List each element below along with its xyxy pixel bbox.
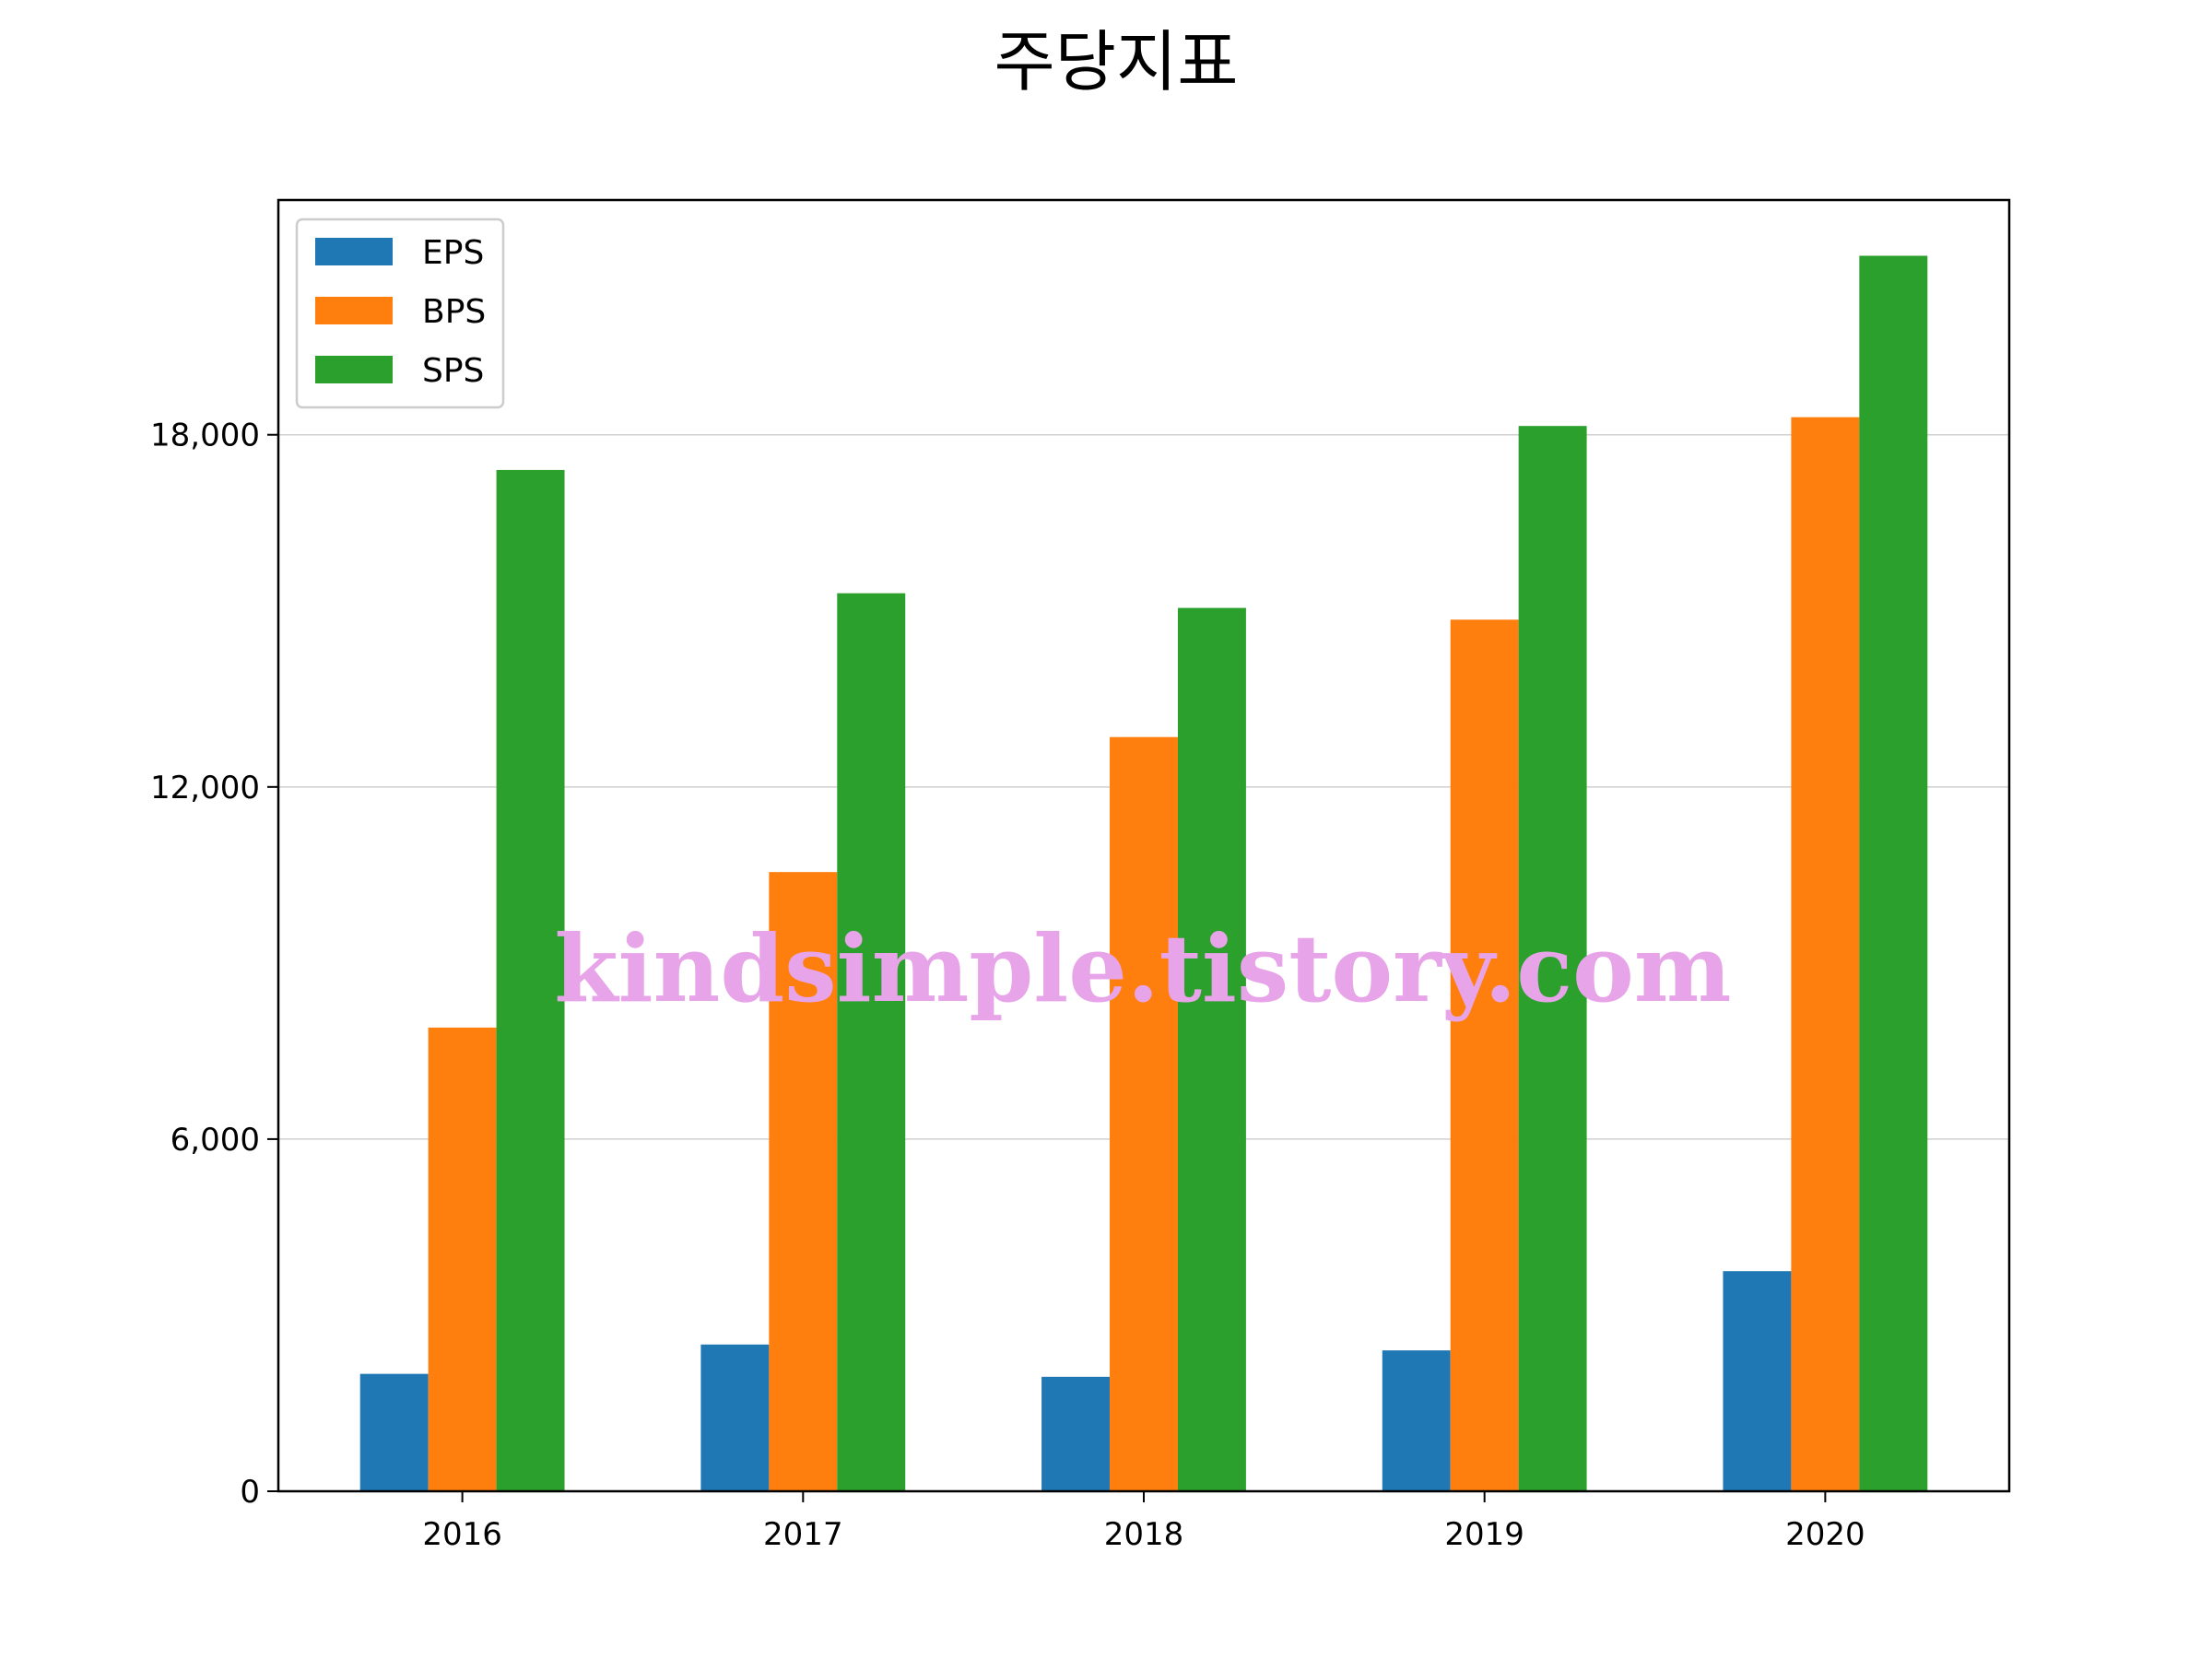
legend-label-bps: BPS <box>422 293 486 331</box>
y-tick-label: 12,000 <box>150 770 260 806</box>
x-tick-label: 2017 <box>763 1516 843 1553</box>
bar-eps-2017 <box>700 1344 770 1491</box>
legend-label-sps: SPS <box>422 352 484 390</box>
bar-bps-2018 <box>1110 736 1178 1491</box>
x-tick-label: 2020 <box>1785 1516 1865 1553</box>
bar-sps-2019 <box>1518 426 1587 1491</box>
x-axis-ticks: 2016 2017 2018 2019 2020 <box>422 1491 1865 1553</box>
x-tick-label: 2018 <box>1104 1516 1184 1553</box>
legend-entries: EPS BPS SPS <box>315 234 486 390</box>
bar-bps-2016 <box>428 1027 497 1491</box>
plot-area: 0 6,000 12,000 18,000 2016 2017 2018 2019 2020 <box>150 198 2011 1553</box>
y-tick-label: 18,000 <box>150 418 260 454</box>
x-tick-label: 2019 <box>1444 1516 1524 1553</box>
bar-sps-2018 <box>1177 607 1246 1491</box>
legend: EPS BPS SPS <box>295 218 505 409</box>
bar-sps-2017 <box>837 593 906 1491</box>
bar-bps-2020 <box>1791 417 1860 1491</box>
y-axis-ticks: 0 6,000 12,000 18,000 <box>150 418 278 1511</box>
bar-bps-2019 <box>1450 619 1519 1491</box>
legend-swatch-sps <box>315 356 393 383</box>
x-tick-label: 2016 <box>422 1516 502 1553</box>
chart-title: 주당지표 <box>994 23 1239 100</box>
watermark-text: kindsimple.tistory.com <box>554 914 1731 1023</box>
bar-eps-2019 <box>1382 1350 1451 1491</box>
bar-eps-2020 <box>1723 1271 1792 1491</box>
legend-label-eps: EPS <box>422 234 484 272</box>
bar-sps-2016 <box>496 469 565 1491</box>
legend-swatch-bps <box>315 297 393 324</box>
bar-eps-2016 <box>359 1373 429 1491</box>
y-tick-label: 0 <box>240 1474 260 1511</box>
bar-eps-2018 <box>1041 1376 1111 1491</box>
bar-sps-2020 <box>1859 255 1928 1491</box>
bars <box>359 255 1928 1491</box>
y-tick-label: 6,000 <box>171 1122 260 1159</box>
bar-bps-2017 <box>769 872 838 1491</box>
legend-swatch-eps <box>315 238 393 265</box>
